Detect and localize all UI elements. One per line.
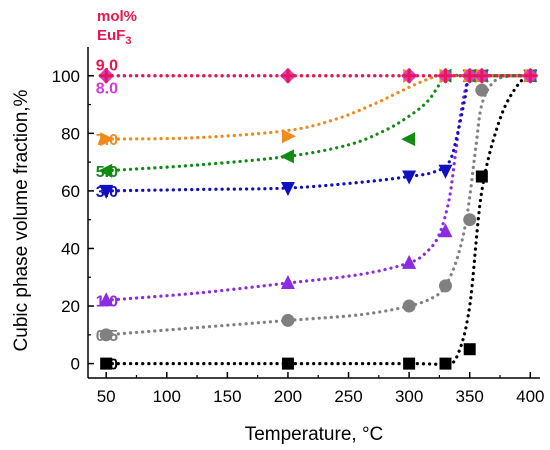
y-axis-title: Cubic phase volume fraction,% <box>11 89 32 351</box>
x-tick-label: 200 <box>274 387 302 406</box>
marker-0-5 <box>475 83 489 97</box>
y-tick-label: 100 <box>52 67 80 86</box>
x-tick-label: 50 <box>97 387 116 406</box>
marker-0 <box>281 357 294 370</box>
marker-1-0 <box>438 223 453 238</box>
marker-7-0 <box>100 132 115 147</box>
x-tick-label: 350 <box>456 387 484 406</box>
series-label-8-0: 8.0 <box>96 80 118 97</box>
fit-curve-3-0 <box>104 72 532 193</box>
marker-0-5 <box>402 299 416 313</box>
marker-3-0 <box>99 184 114 199</box>
marker-0-5 <box>463 213 477 227</box>
marker-9-0 <box>474 68 489 83</box>
marker-0 <box>439 357 452 370</box>
series-label-9-0: 9.0 <box>96 57 118 74</box>
x-axis-title: Temperature, °C <box>245 424 384 445</box>
fit-curve-0-5 <box>104 73 532 337</box>
legend-title-subscript: 3 <box>125 35 131 47</box>
y-tick-label: 60 <box>61 182 80 201</box>
marker-1-0 <box>99 292 114 307</box>
series-label-0: 0 <box>109 357 118 374</box>
marker-3-0 <box>402 170 417 185</box>
y-tick-label: 40 <box>61 239 80 258</box>
series-label-7-0: 7.0 <box>96 132 118 149</box>
marker-5-0 <box>98 163 113 178</box>
marker-9-0 <box>462 68 477 83</box>
marker-9-0 <box>402 68 417 83</box>
x-tick-label: 400 <box>516 387 544 406</box>
marker-9-0 <box>438 68 453 83</box>
marker-0-5 <box>438 279 452 293</box>
legend-title-line-1: mol% <box>97 8 137 25</box>
legend-title-compound: EuF <box>97 27 125 44</box>
x-tick-label: 300 <box>395 387 423 406</box>
marker-3-0 <box>280 182 295 197</box>
marker-9-0 <box>523 68 538 83</box>
y-tick-label: 20 <box>61 297 80 316</box>
y-tick-label: 80 <box>61 124 80 143</box>
fit-curve-0 <box>104 74 532 366</box>
legend-title-line-2: EuF3 <box>97 27 131 47</box>
series-label-3-0: 3.0 <box>96 184 118 201</box>
marker-0 <box>475 170 488 183</box>
marker-0 <box>463 343 476 356</box>
marker-5-0 <box>401 132 416 147</box>
x-tick-label: 100 <box>153 387 181 406</box>
marker-0-5 <box>99 328 113 342</box>
x-tick-label: 250 <box>334 387 362 406</box>
series-label-0-5: 0.5 <box>96 328 118 345</box>
marker-0 <box>403 357 416 370</box>
axes: 50 100 150 200 250 300 350 400 0 20 40 60 80 100 Tempe… <box>11 47 544 445</box>
series-labels: 0 0.5 1.0 3.0 5.0 7.0 8.0 9.0 <box>96 57 118 373</box>
marker-9-0 <box>99 68 114 83</box>
legend-title: mol% EuF3 <box>97 8 137 47</box>
fit-curve-1-0 <box>104 71 532 302</box>
x-tick-label: 150 <box>213 387 241 406</box>
series-label-5-0: 5.0 <box>96 164 118 181</box>
marker-9-0 <box>280 68 295 83</box>
series-label-1-0: 1.0 <box>96 293 118 310</box>
marker-1-0 <box>280 275 295 290</box>
marker-3-0 <box>438 164 453 179</box>
marker-0 <box>100 357 113 370</box>
marker-7-0 <box>281 129 296 144</box>
data-markers <box>98 67 539 370</box>
marker-5-0 <box>279 149 294 164</box>
y-tick-label: 0 <box>71 355 80 374</box>
marker-1-0 <box>402 254 417 269</box>
marker-0-5 <box>281 313 295 327</box>
